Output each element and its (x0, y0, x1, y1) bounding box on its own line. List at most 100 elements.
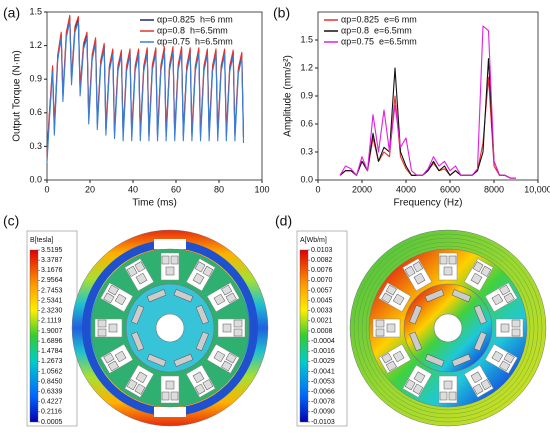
coil (103, 292, 115, 304)
coil (225, 292, 237, 304)
coil (97, 328, 107, 337)
coil (107, 284, 119, 296)
shaft (155, 313, 185, 343)
x-tick-label: 6000 (440, 184, 460, 194)
panel-label: (a) (3, 5, 20, 21)
coil (221, 284, 233, 296)
magnet (173, 289, 194, 303)
x-tick-label: 8000 (484, 184, 504, 194)
series-line (339, 76, 516, 179)
colorbar-label: 1.6896 (41, 338, 63, 345)
coil (443, 380, 453, 390)
coil (170, 255, 179, 265)
coil (503, 292, 515, 304)
coil (448, 391, 457, 401)
coil (107, 360, 119, 372)
coil (385, 360, 397, 372)
x-tick-label: 100 (254, 184, 269, 194)
x-axis-label: Frequency (Hz) (394, 198, 463, 209)
x-tick-label: 10,000 (524, 184, 550, 194)
coil (233, 319, 243, 328)
coil (413, 272, 426, 285)
x-tick-label: 80 (214, 184, 224, 194)
y-tick-label: 0.6 (29, 107, 42, 117)
panel-label: (d) (275, 213, 292, 229)
coil (448, 255, 457, 265)
coil (192, 371, 205, 384)
colorbar-label: 0.0005 (41, 419, 63, 426)
legend-label: αp=0.8 h=6.5mm (157, 25, 228, 35)
y-tick-label: 0.0 (300, 174, 313, 184)
coil (500, 323, 510, 333)
magnet (424, 353, 445, 367)
colorbar-label: 2.1119 (41, 318, 61, 325)
magnet (451, 353, 472, 367)
colorbar-label: 0.0082 (311, 257, 333, 264)
coil (126, 379, 138, 391)
y-tick-label: 0.3 (29, 141, 42, 151)
coil (413, 371, 426, 384)
flux-line (353, 233, 543, 423)
coil (192, 272, 205, 285)
coil (194, 261, 206, 273)
x-tick-label: 0 (315, 184, 320, 194)
magnet (131, 331, 145, 352)
colorbar-label: 1.4784 (41, 348, 63, 355)
coil (480, 379, 492, 391)
y-tick-label: 0.9 (300, 90, 313, 100)
colorbar-label: 3.5195 (41, 247, 63, 254)
colorbar-label: 0.0076 (311, 267, 333, 274)
magnet (409, 331, 423, 352)
colorbar-label: 3.1676 (41, 267, 63, 274)
y-tick-label: 0.3 (300, 146, 313, 156)
coil (134, 383, 146, 395)
coil (511, 319, 521, 328)
panel-label: (b) (273, 5, 290, 21)
colorbar-label: -0.0004 (311, 338, 335, 345)
series-line (339, 58, 516, 179)
colorbar-title: A[Wb/m] (300, 237, 327, 244)
coil (412, 383, 424, 395)
magnet (451, 289, 472, 303)
series-line (46, 20, 245, 164)
coil (170, 391, 179, 401)
coil (381, 352, 393, 364)
coil (480, 265, 492, 277)
colorbar-label: 0.0033 (311, 308, 333, 315)
colorbar-label: 0.0045 (311, 297, 333, 304)
legend-label: αp=0.75 h=6.5mm (157, 36, 233, 46)
coil (443, 266, 453, 276)
gap (154, 407, 186, 417)
coil (221, 360, 233, 372)
colorbar-label: -0.0053 (311, 378, 335, 385)
flux-line (361, 241, 535, 415)
magnet (195, 331, 209, 352)
coil (470, 272, 483, 285)
colorbar-label: 0.0008 (311, 328, 333, 335)
coil (404, 265, 416, 277)
coil (222, 323, 232, 333)
coil (491, 293, 504, 306)
colorbar-label: -0.0029 (311, 358, 335, 365)
colorbar-label: 2.7453 (41, 287, 63, 294)
colorbar (299, 249, 309, 423)
colorbar-label: -0.0066 (311, 388, 335, 395)
coil (165, 380, 175, 390)
y-axis-label: Amplitude (mm/s²) (283, 55, 294, 137)
x-tick-label: 20 (85, 184, 95, 194)
magnet (173, 353, 194, 367)
coil (165, 266, 175, 276)
coil (385, 284, 397, 296)
y-tick-label: 0.9 (29, 74, 42, 84)
x-tick-label: 0 (44, 184, 49, 194)
colorbar-label: 1.9007 (41, 328, 63, 335)
coil (499, 360, 511, 372)
coil (97, 319, 107, 328)
coil (213, 350, 226, 363)
coil (114, 293, 127, 306)
coil (499, 284, 511, 296)
colorbar-label: 1.0562 (41, 368, 63, 375)
coil (412, 261, 424, 273)
coil (135, 272, 148, 285)
